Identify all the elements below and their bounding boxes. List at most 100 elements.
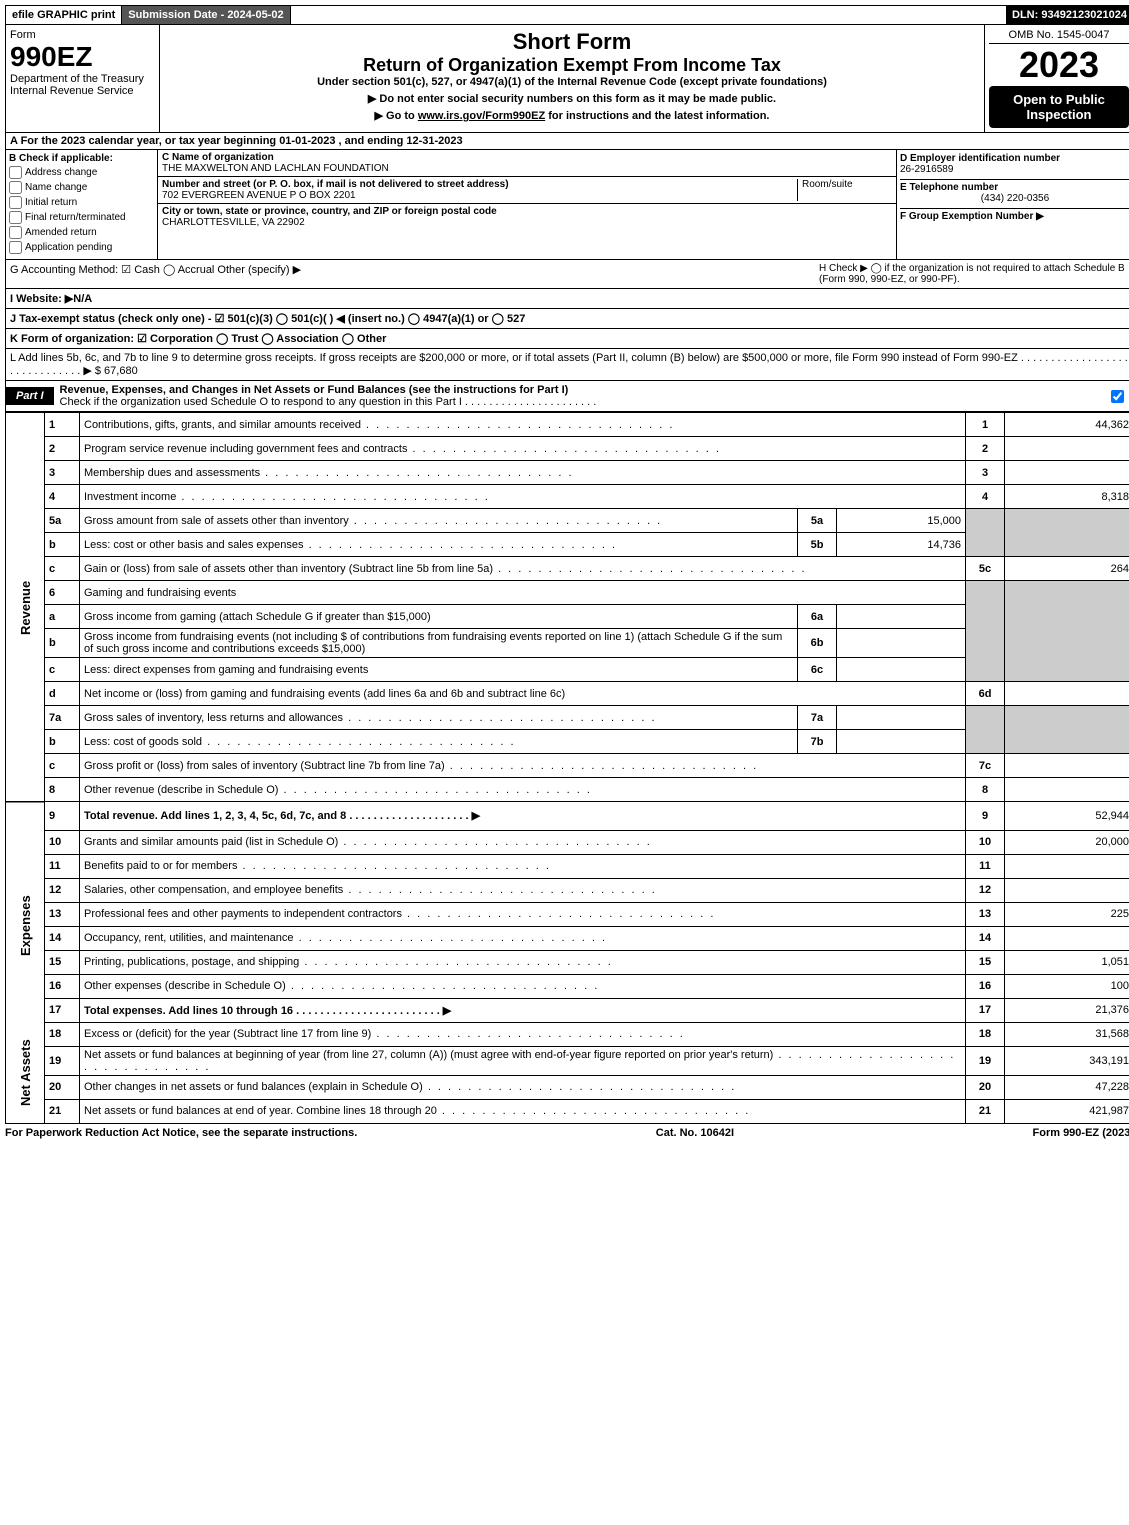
b-label: B Check if applicable:	[9, 153, 113, 164]
line-14: 14 Occupancy, rent, utilities, and maint…	[6, 926, 1129, 950]
line-5c: c Gain or (loss) from sale of assets oth…	[6, 557, 1129, 581]
line-19: 19 Net assets or fund balances at beginn…	[6, 1046, 1129, 1075]
line-11: 11 Benefits paid to or for members 11	[6, 854, 1129, 878]
row-g-h: G Accounting Method: ☑ Cash ◯ Accrual Ot…	[5, 260, 1129, 289]
org-name-block: C Name of organization THE MAXWELTON AND…	[158, 150, 896, 177]
line-20: 20 Other changes in net assets or fund b…	[6, 1075, 1129, 1099]
group-exemption-label: F Group Exemption Number ▶	[900, 208, 1129, 222]
l1-desc: Contributions, gifts, grants, and simila…	[84, 419, 361, 431]
line-8: 8 Other revenue (describe in Schedule O)…	[6, 778, 1129, 802]
inst2-post: for instructions and the latest informat…	[545, 110, 769, 122]
l1-num: 1	[45, 413, 80, 437]
part1-header: Part I Revenue, Expenses, and Changes in…	[5, 381, 1129, 412]
row-k-org-form: K Form of organization: ☑ Corporation ◯ …	[5, 329, 1129, 349]
line-18: Net Assets 18 Excess or (deficit) for th…	[6, 1022, 1129, 1046]
city-value: CHARLOTTESVILLE, VA 22902	[162, 217, 305, 228]
inst2-pre: ▶ Go to	[375, 110, 418, 122]
col-d-ids: D Employer identification number 26-2916…	[897, 150, 1129, 259]
line-9: 9 Total revenue. Add lines 1, 2, 3, 4, 5…	[6, 802, 1129, 831]
line-7b: b Less: cost of goods sold 7b	[6, 730, 1129, 754]
chk-initial-return[interactable]: Initial return	[9, 196, 154, 209]
side-revenue: Revenue	[6, 413, 45, 802]
city-label: City or town, state or province, country…	[162, 206, 497, 217]
submission-date: Submission Date - 2024-05-02	[122, 6, 290, 24]
footer-right: Form 990-EZ (2023)	[1033, 1127, 1129, 1139]
top-bar: efile GRAPHIC print Submission Date - 20…	[5, 5, 1129, 25]
ein-value: 26-2916589	[900, 164, 1129, 175]
tel-value: (434) 220-0356	[900, 193, 1129, 204]
part1-tag: Part I	[6, 387, 54, 405]
dln-label: DLN: 93492123021024	[1006, 6, 1129, 24]
tel-label: E Telephone number	[900, 179, 1129, 193]
line-4: 4 Investment income 4 8,318	[6, 485, 1129, 509]
part1-title: Revenue, Expenses, and Changes in Net As…	[54, 381, 1111, 411]
page-footer: For Paperwork Reduction Act Notice, see …	[5, 1124, 1129, 1142]
instruction-2: ▶ Go to www.irs.gov/Form990EZ for instru…	[164, 109, 980, 122]
footer-cat-no: Cat. No. 10642I	[656, 1127, 734, 1139]
form-header: Form 990EZ Department of the Treasury In…	[5, 25, 1129, 133]
line-6d: d Net income or (loss) from gaming and f…	[6, 682, 1129, 706]
row-j-tax-exempt: J Tax-exempt status (check only one) - ☑…	[5, 309, 1129, 329]
part1-table: Revenue 1 Contributions, gifts, grants, …	[5, 412, 1129, 1124]
line-1: Revenue 1 Contributions, gifts, grants, …	[6, 413, 1129, 437]
h-schedule-b: H Check ▶ ◯ if the organization is not r…	[819, 263, 1129, 285]
line-6c: c Less: direct expenses from gaming and …	[6, 658, 1129, 682]
line-3: 3 Membership dues and assessments 3	[6, 461, 1129, 485]
line-10: Expenses 10 Grants and similar amounts p…	[6, 830, 1129, 854]
line-6a: a Gross income from gaming (attach Sched…	[6, 605, 1129, 629]
chk-amended-return[interactable]: Amended return	[9, 226, 154, 239]
section-bcd: B Check if applicable: Address change Na…	[5, 150, 1129, 260]
line-7a: 7a Gross sales of inventory, less return…	[6, 706, 1129, 730]
chk-application-pending[interactable]: Application pending	[9, 241, 154, 254]
city-block: City or town, state or province, country…	[158, 204, 896, 230]
line-13: 13 Professional fees and other payments …	[6, 902, 1129, 926]
line-7c: c Gross profit or (loss) from sales of i…	[6, 754, 1129, 778]
row-l-gross-receipts: L Add lines 5b, 6c, and 7b to line 9 to …	[5, 349, 1129, 381]
header-left: Form 990EZ Department of the Treasury In…	[6, 25, 160, 132]
chk-address-change[interactable]: Address change	[9, 166, 154, 179]
line-6: 6 Gaming and fundraising events	[6, 581, 1129, 605]
col-b-checkboxes: B Check if applicable: Address change Na…	[6, 150, 158, 259]
chk-final-return[interactable]: Final return/terminated	[9, 211, 154, 224]
col-c-org: C Name of organization THE MAXWELTON AND…	[158, 150, 897, 259]
street-value: 702 EVERGREEN AVENUE P O BOX 2201	[162, 190, 356, 201]
main-title: Return of Organization Exempt From Incom…	[164, 55, 980, 76]
chk-name-change[interactable]: Name change	[9, 181, 154, 194]
part1-check-note: Check if the organization used Schedule …	[60, 396, 597, 408]
line-15: 15 Printing, publications, postage, and …	[6, 950, 1129, 974]
top-spacer	[291, 6, 1006, 24]
open-inspection: Open to Public Inspection	[989, 86, 1129, 128]
room-suite-label: Room/suite	[797, 179, 892, 201]
row-a-tax-year: A For the 2023 calendar year, or tax yea…	[5, 133, 1129, 150]
efile-label[interactable]: efile GRAPHIC print	[6, 6, 122, 24]
ein-label: D Employer identification number	[900, 153, 1129, 164]
street-label: Number and street (or P. O. box, if mail…	[162, 179, 509, 190]
line-16: 16 Other expenses (describe in Schedule …	[6, 974, 1129, 998]
side-net-assets: Net Assets	[6, 1022, 45, 1123]
row-i-website: I Website: ▶N/A	[5, 289, 1129, 309]
side-expenses: Expenses	[6, 830, 45, 1022]
tax-year: 2023	[989, 44, 1129, 86]
irs-link[interactable]: www.irs.gov/Form990EZ	[418, 110, 545, 122]
line-5b: b Less: cost or other basis and sales ex…	[6, 533, 1129, 557]
form-word: Form	[10, 29, 155, 41]
instruction-1: ▶ Do not enter social security numbers o…	[164, 92, 980, 105]
omb-number: OMB No. 1545-0047	[989, 29, 1129, 44]
header-right: OMB No. 1545-0047 2023 Open to Public In…	[985, 25, 1129, 132]
accounting-method: G Accounting Method: ☑ Cash ◯ Accrual Ot…	[10, 263, 819, 285]
l1-val: 44,362	[1005, 413, 1129, 437]
line-17: 17 Total expenses. Add lines 10 through …	[6, 998, 1129, 1022]
subtitle: Under section 501(c), 527, or 4947(a)(1)…	[164, 76, 980, 88]
c-name-label: C Name of organization	[162, 152, 892, 163]
footer-left: For Paperwork Reduction Act Notice, see …	[5, 1127, 357, 1139]
line-12: 12 Salaries, other compensation, and emp…	[6, 878, 1129, 902]
street-block: Number and street (or P. O. box, if mail…	[158, 177, 896, 204]
line-5a: 5a Gross amount from sale of assets othe…	[6, 509, 1129, 533]
form-number: 990EZ	[10, 41, 155, 73]
line-21: 21 Net assets or fund balances at end of…	[6, 1099, 1129, 1123]
short-form-title: Short Form	[164, 29, 980, 55]
part1-checkbox[interactable]	[1111, 390, 1129, 403]
l1-lineno: 1	[966, 413, 1005, 437]
line-2: 2 Program service revenue including gove…	[6, 437, 1129, 461]
l-text: L Add lines 5b, 6c, and 7b to line 9 to …	[10, 352, 1128, 377]
